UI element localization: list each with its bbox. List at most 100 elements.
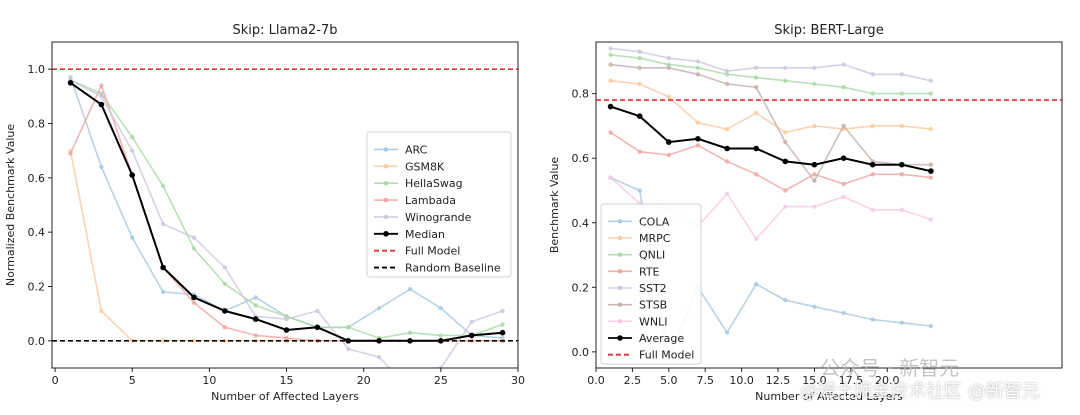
series-point-qnli <box>666 62 671 67</box>
series-point-sst2 <box>666 55 671 61</box>
series-point-mrpc <box>695 120 701 125</box>
legend-marker-wnli <box>617 319 623 324</box>
series-point-median <box>283 327 290 333</box>
series-point-cola <box>870 317 875 322</box>
series-point-winogrande <box>191 235 197 240</box>
series-point-mrpc <box>637 81 642 87</box>
plot-frame <box>51 41 519 369</box>
series-point-mrpc <box>812 123 817 129</box>
series-point-winogrande <box>284 316 289 322</box>
series-point-wnli <box>812 204 817 209</box>
series-point-arc <box>376 306 382 311</box>
series-point-median <box>314 324 321 331</box>
series-point-rte <box>870 172 875 177</box>
y-tick-label: 0.0 <box>28 335 46 348</box>
y-tick-label: 0.6 <box>28 172 46 185</box>
series-point-mrpc <box>928 126 934 132</box>
legend: ARC GSM8K HellaSwag Lambada Winogrande Median… <box>366 131 512 278</box>
x-tick-label: 20 <box>357 374 371 387</box>
series-point-rte <box>724 159 730 164</box>
series-point-winogrande <box>346 346 351 352</box>
series-point-lambada <box>68 151 73 156</box>
series-point-qnli <box>637 55 642 61</box>
series-point-stsb <box>724 81 730 87</box>
legend-label-stsb: STSB <box>639 299 667 312</box>
series-point-stsb <box>637 65 642 71</box>
series-point-winogrande <box>99 94 104 99</box>
plot-area <box>52 68 518 392</box>
series-point-cola <box>637 188 642 193</box>
series-point-sst2 <box>899 72 904 77</box>
series-line-average <box>610 105 932 173</box>
series-point-average <box>666 139 672 145</box>
series-point-lambada <box>284 335 289 341</box>
series-point-hellaswag <box>222 281 227 286</box>
legend-label-rte: RTE <box>639 265 660 278</box>
series-point-arc <box>438 306 443 311</box>
y-tick-label: 0.8 <box>572 88 590 101</box>
series-point-qnli <box>783 78 788 83</box>
series-point-wnli <box>783 204 788 209</box>
series-point-lambada <box>191 300 197 305</box>
x-tick-label: 10.0 <box>729 374 754 387</box>
series-point-stsb <box>754 85 759 90</box>
series-point-stsb <box>841 123 846 129</box>
series-point-mrpc <box>754 110 759 116</box>
series-point-median <box>499 329 506 336</box>
series-point-mrpc <box>608 78 613 83</box>
series-point-median <box>98 101 105 108</box>
series-line-mrpc <box>610 79 931 134</box>
series-point-rte <box>608 130 613 135</box>
x-tick-label: 20.0 <box>875 374 900 387</box>
series-point-cola <box>812 304 817 309</box>
series-point-hellaswag <box>438 333 443 338</box>
legend-marker-average <box>617 335 623 341</box>
series-point-stsb <box>812 178 817 183</box>
series-point-average <box>607 103 614 110</box>
series-point-sst2 <box>608 46 613 51</box>
y-axis-label: Normalized Benchmark Value <box>4 124 17 286</box>
legend-label-random-baseline: Random Baseline <box>405 262 501 275</box>
series-point-rte <box>899 172 904 177</box>
series-point-sst2 <box>928 78 934 83</box>
series-point-gsm8k <box>191 338 197 343</box>
series-point-median <box>191 294 197 301</box>
legend-marker-qnli <box>617 252 623 257</box>
series-line-sst2 <box>610 47 932 82</box>
legend-label-gsm8k: GSM8K <box>405 160 445 173</box>
series-point-stsb <box>608 62 613 67</box>
series-line-qnli <box>610 54 931 95</box>
series-point-wnli <box>899 207 904 212</box>
legend-marker-sst2 <box>617 285 623 291</box>
series-point-qnli <box>928 91 934 96</box>
series-point-average <box>840 155 847 161</box>
series-point-hellaswag <box>160 183 166 189</box>
legend-label-sst2: SST2 <box>639 282 667 295</box>
x-tick-label: 7.5 <box>696 374 714 387</box>
series-point-stsb <box>783 139 788 145</box>
series-point-average <box>636 113 643 119</box>
series-point-average <box>869 161 876 168</box>
series-point-rte <box>783 188 788 193</box>
x-axis-label: Number of Affected Layers <box>755 390 903 403</box>
x-tick-label: 17.5 <box>839 374 864 387</box>
series-point-sst2 <box>754 65 759 71</box>
plot-frame <box>595 41 1063 369</box>
series-point-cola <box>724 330 730 335</box>
y-tick-label: 0.0 <box>572 346 590 359</box>
legend-label-full-model: Full Model <box>639 349 694 362</box>
x-tick-label: 5 <box>129 374 136 387</box>
legend: COLA MRPC QNLI RTE SST2 STSB WNLI Average Full M… <box>600 203 702 365</box>
series-point-wnli <box>870 207 875 212</box>
series-point-winogrande <box>469 319 474 324</box>
x-tick-label: 10 <box>202 374 216 387</box>
series-point-winogrande <box>408 388 412 392</box>
series-point-mrpc <box>666 94 671 100</box>
series-point-median <box>468 332 475 339</box>
series-point-wnli <box>841 194 846 200</box>
legend-label-wnli: WNLI <box>639 315 667 328</box>
series-point-qnli <box>695 65 701 71</box>
series-point-qnli <box>608 52 613 58</box>
legend-marker-stsb <box>617 302 623 307</box>
x-tick-label: 0 <box>52 374 59 387</box>
